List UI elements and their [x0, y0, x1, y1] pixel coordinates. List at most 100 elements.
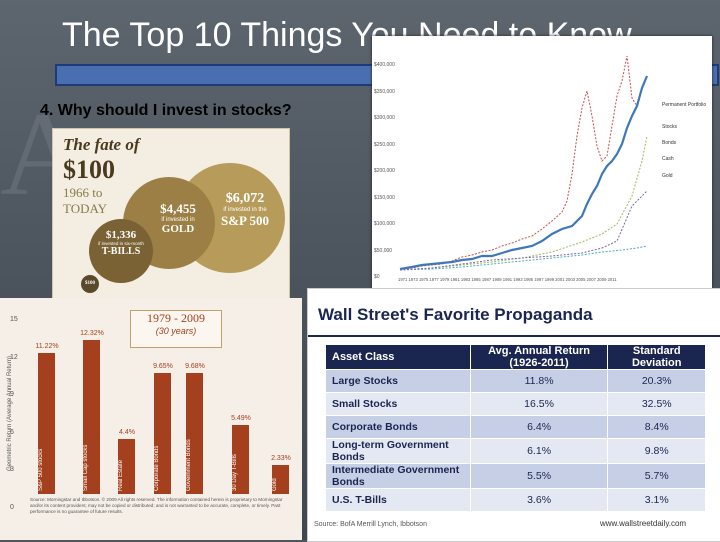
table-cell: 16.5% [470, 392, 609, 416]
fate-amount: $100 [63, 155, 115, 184]
y-tick: $350,000 [374, 88, 395, 95]
bar-category-label: 30 Day T-Bills [232, 454, 238, 491]
tbills-circle: $1,336 if invested in six-month T-BILLS [89, 219, 153, 283]
header-asset-class: Asset Class [326, 345, 471, 370]
stocks-series [399, 55, 638, 271]
table-cell: Small Stocks [326, 392, 471, 416]
y-tick: $300,000 [374, 115, 395, 121]
portfolio-series [399, 75, 649, 271]
bar: Small Cap stocks 12.32% [80, 330, 104, 494]
y-tick: $400,000 [374, 62, 395, 68]
bar-category-label: Corporate Bonds [154, 445, 160, 491]
fate-title: The fate of [63, 135, 140, 154]
table-row: Intermediate Government Bonds 5.5% 5.7% [326, 463, 706, 489]
table-cell: Large Stocks [326, 369, 471, 393]
site-url: www.wallstreetdaily.com [600, 519, 687, 528]
table-cell: 9.8% [607, 438, 706, 464]
table-cell: Long-term Government Bonds [326, 438, 471, 464]
table-title: Wall Street's Favorite Propaganda [318, 305, 593, 324]
growth-line-chart: $400,000 $350,000 $300,000 $250,000 $200,000… [372, 36, 712, 288]
gold-circle: $4,455 if invested in GOLD [123, 177, 215, 269]
base-value: $100 [85, 281, 95, 286]
bar: Real Estate 4.4% [118, 429, 135, 494]
table-header-row: Asset Class Avg. Annual Return (1926-201… [326, 345, 706, 370]
bar-category-label: Small Cap stocks [83, 444, 89, 491]
y-tick: $50,000 [374, 247, 393, 254]
bar: Corporate Bonds 9.65% [153, 363, 173, 494]
bar-value-label: 2.33% [271, 454, 291, 462]
title-divider [308, 335, 720, 337]
legend-cash: Cash [662, 156, 674, 162]
table-cell: 32.5% [607, 392, 706, 416]
slide-subtitle: 4. Why should I invest in stocks? [40, 102, 292, 119]
table-cell: Intermediate Government Bonds [326, 463, 471, 489]
returns-bar-chart: 1979 - 2009 (30 years) Geometric Return … [0, 298, 302, 540]
bar-chart-header-box: 1979 - 2009 (30 years) [130, 310, 222, 348]
sp500-label: S&P 500 [220, 213, 270, 228]
table-row: Long-term Government Bonds 6.1% 9.8% [326, 438, 706, 464]
fate-period-1: 1966 to [63, 185, 103, 200]
table-cell: 8.4% [607, 415, 706, 439]
bar-y-tick: 15 [10, 316, 18, 323]
legend-gold: Gold [662, 173, 673, 179]
propaganda-table-panel: Wall Street's Favorite Propaganda Asset … [307, 288, 720, 542]
table-row: Small Stocks 16.5% 32.5% [326, 392, 706, 416]
bar-value-label: 12.32% [80, 329, 104, 337]
bar-value-label: 9.68% [185, 362, 205, 370]
tbills-note: if invested in six-month [98, 241, 144, 246]
table-row: Corporate Bonds 6.4% 8.4% [326, 415, 706, 439]
y-tick: $200,000 [374, 168, 395, 174]
bar-category-label: Gold [272, 478, 278, 491]
bar-y-tick: 12 [10, 353, 18, 361]
bar-y-tick: 0 [10, 504, 14, 511]
header-avg-return: Avg. Annual Return (1926-2011) [470, 345, 609, 370]
bar-y-tick: 6 [10, 428, 14, 436]
table-source: Source: BofA Merrill Lynch, Ibbotson [314, 521, 427, 528]
legend-bonds: Bonds [662, 140, 677, 146]
bar-y-tick: 9 [10, 391, 14, 399]
bar-value-label: 9.65% [153, 363, 173, 371]
fate-period-2: TODAY [63, 201, 108, 216]
bar-value-label: 5.49% [231, 415, 251, 423]
returns-table: Asset Class Avg. Annual Return (1926-201… [326, 345, 706, 512]
table-cell: 11.8% [470, 369, 609, 393]
table-cell: U.S. T-Bills [326, 488, 471, 512]
table-cell: 6.4% [470, 415, 609, 439]
bar-category-label: Government Bonds [186, 439, 192, 491]
y-tick: $150,000 [374, 194, 395, 201]
y-tick: $0 [374, 274, 380, 280]
gold-value: $4,455 [160, 201, 196, 216]
bar-chart-header: 1979 - 2009 [147, 311, 205, 325]
background-watermark: A [0, 85, 87, 305]
header-std-dev: Standard Deviation [607, 345, 706, 370]
legend-stocks: Stocks [662, 124, 678, 130]
bar: Government Bonds 9.68% [185, 363, 205, 494]
table-cell: 20.3% [607, 369, 706, 393]
legend-portfolio: Permanent Portfolio [662, 102, 707, 108]
sp500-note: if invested in the [223, 207, 267, 213]
x-axis-ticks: 1971 1973 1975 1977 1979 1981 1983 1985 … [398, 277, 617, 282]
cash-series [399, 245, 648, 271]
bar-value-label: 11.22% [35, 343, 59, 351]
base-circle: $100 [81, 275, 99, 293]
bar: S&P 500 stocks 11.22% [35, 343, 59, 494]
bonds-series [399, 135, 648, 271]
table-cell: Corporate Bonds [326, 415, 471, 439]
table-cell: 5.5% [470, 463, 609, 489]
bar-chart-subheader: (30 years) [155, 326, 197, 336]
fate-of-100-infographic: The fate of $100 1966 to TODAY $6,072 if… [52, 128, 290, 302]
y-tick: $250,000 [374, 141, 395, 148]
gold-label: GOLD [161, 223, 195, 235]
y-tick: $100,000 [374, 221, 395, 227]
bar: Gold 2.33% [271, 455, 291, 494]
table-cell: 3.1% [607, 488, 706, 512]
tbills-value: $1,336 [105, 229, 137, 241]
table-cell: 6.1% [470, 438, 609, 464]
bar-chart-source-note: Source: Morningstar and Ibbotson. © 2009… [30, 497, 283, 514]
gold-note: if invested in [161, 217, 195, 223]
tbills-label: T-BILLS [101, 246, 141, 257]
bar: 30 Day T-Bills 5.49% [231, 415, 251, 494]
table-row: U.S. T-Bills 3.6% 3.1% [326, 488, 706, 512]
table-row: Large Stocks 11.8% 20.3% [326, 369, 706, 393]
bar-value-label: 4.4% [119, 428, 135, 436]
